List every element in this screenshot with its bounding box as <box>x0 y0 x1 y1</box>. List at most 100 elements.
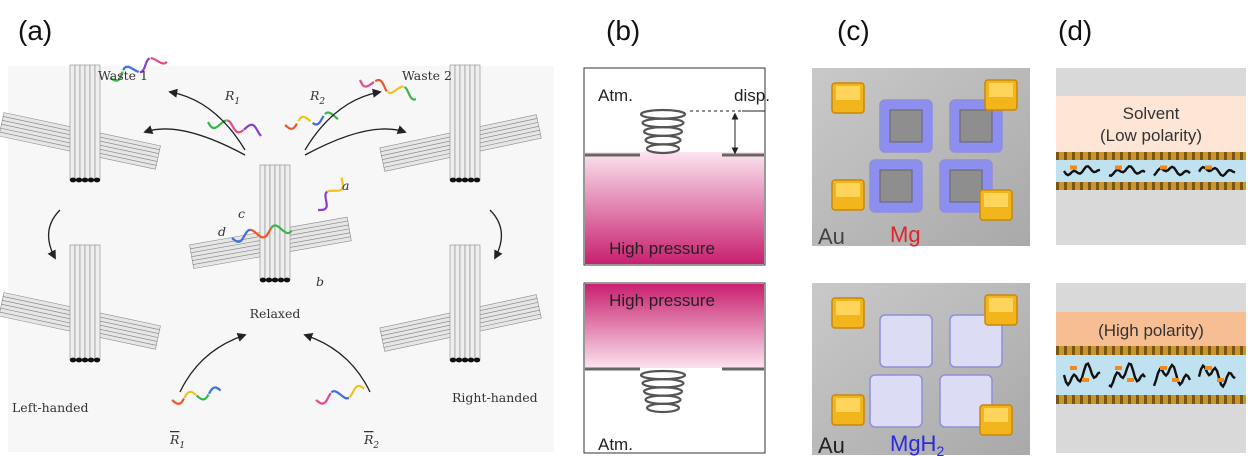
panel-label: (b) <box>606 15 640 46</box>
strand-segment <box>330 390 350 400</box>
strand-segment <box>171 398 185 406</box>
strand-segment <box>387 85 404 95</box>
helix-rod <box>464 64 471 181</box>
polymer-chains <box>1062 361 1236 389</box>
cycle-arrow <box>179 332 247 393</box>
strand-segment <box>150 56 168 65</box>
helix-rod <box>464 244 471 361</box>
helix-rod <box>94 244 101 361</box>
rod-end <box>473 357 481 363</box>
strand-end-label: a <box>342 178 349 193</box>
strand-segment <box>315 392 332 405</box>
gold-top <box>836 398 860 412</box>
atm-label: Atm. <box>598 435 633 454</box>
rod-end <box>467 177 475 183</box>
side-group <box>1115 366 1122 370</box>
strand-segment <box>348 384 365 399</box>
origami-structure <box>0 56 542 406</box>
side-group <box>1160 366 1167 370</box>
strand-r1: R1 <box>224 88 240 107</box>
helix-rod <box>79 244 86 361</box>
rod-end <box>69 177 77 183</box>
panel-d: Solvent (Low polarity) (High polarity) <box>1056 68 1246 453</box>
side-group <box>1115 165 1122 170</box>
dna-strand <box>317 177 345 212</box>
rod-end <box>449 357 457 363</box>
strand-r1-part: 1 <box>234 97 240 107</box>
strand-segment <box>317 190 328 212</box>
helix-rod <box>454 244 461 361</box>
rod-end <box>455 357 463 363</box>
film-square <box>939 374 993 428</box>
spring-coil <box>645 402 681 414</box>
dna-strand <box>231 224 293 244</box>
film-square <box>879 314 933 368</box>
strand-segment <box>139 57 151 74</box>
helix-rod <box>89 244 96 361</box>
core <box>959 109 993 143</box>
helix-rod <box>89 64 96 181</box>
polarity-label: (High polarity) <box>1098 321 1204 340</box>
panel-label: (a) <box>18 15 52 46</box>
dna-strand <box>359 78 417 101</box>
nanostructure <box>831 294 1018 436</box>
polymer-chains <box>1063 164 1236 178</box>
strand-segment <box>312 115 325 126</box>
strand-r1-bar-part: R <box>169 432 179 447</box>
rod-end <box>81 357 89 363</box>
spring <box>639 369 687 414</box>
rod-end <box>449 177 457 183</box>
strand-r1-bar: R1 <box>169 432 185 451</box>
core <box>879 169 913 203</box>
pressure-region <box>585 284 764 368</box>
dna-strand <box>315 384 365 405</box>
dna-strand <box>171 386 222 406</box>
strand-r2: R2 <box>309 88 325 107</box>
polarity-label: (Low polarity) <box>1100 126 1202 145</box>
strand-segment <box>183 390 197 399</box>
helix-rod <box>469 244 476 361</box>
gold-top <box>984 193 1008 207</box>
strand-end-label: d <box>218 224 226 239</box>
panel-label: (c) <box>837 15 870 46</box>
rod-end <box>455 177 463 183</box>
film-label: Mg <box>890 222 921 247</box>
pressure-label: High pressure <box>609 291 715 310</box>
rod-end <box>467 357 475 363</box>
helix-rod <box>454 64 461 181</box>
helix-rod <box>449 244 456 361</box>
side-group <box>1160 165 1167 170</box>
core <box>949 169 983 203</box>
panel-b: Atm. disp. High pressure High pressure A… <box>583 67 770 454</box>
film-label-part: MgH <box>890 431 936 456</box>
helix-rod <box>459 244 466 361</box>
helix-rod <box>69 244 76 361</box>
strand-end-label: c <box>238 206 245 221</box>
cycle-arrow <box>168 88 246 151</box>
gold-top <box>989 298 1013 312</box>
state-label: Relaxed <box>250 306 301 321</box>
rod-end <box>69 357 77 363</box>
helix-rod <box>474 244 481 361</box>
cycle-arrow <box>489 209 503 260</box>
electrode <box>1056 346 1246 355</box>
strand-r2-part: 2 <box>318 97 325 107</box>
rod-end <box>81 177 89 183</box>
cycle-arrow <box>304 125 407 156</box>
helix-rod <box>84 64 91 181</box>
origami-bundle <box>0 64 161 183</box>
strand-r1-part: R <box>224 88 234 103</box>
pressure-label: High pressure <box>609 239 715 258</box>
rod-end <box>271 277 279 283</box>
film-square <box>949 314 1003 368</box>
polymer-chain <box>1063 164 1101 177</box>
channel <box>1056 355 1246 395</box>
waste-label: Waste 2 <box>402 68 452 83</box>
gold-top <box>989 83 1013 97</box>
helix-rod <box>279 164 286 281</box>
rod-end <box>461 177 469 183</box>
side-group <box>1127 378 1134 382</box>
side-group <box>1205 165 1212 170</box>
panel-a: Waste 1 Waste 2 R1 R2 a b c d Relaxed Le… <box>0 56 554 452</box>
